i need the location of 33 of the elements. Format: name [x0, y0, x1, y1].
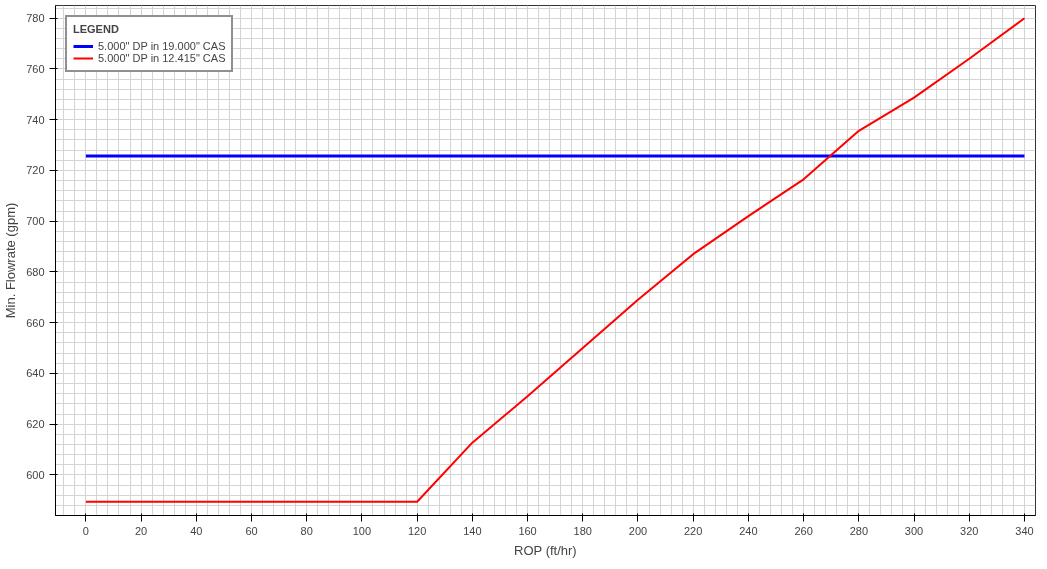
- x-tick-label: 220: [684, 524, 703, 537]
- x-tick-label: 40: [190, 524, 203, 537]
- x-tick-label: 60: [245, 524, 258, 537]
- y-tick-label: 680: [26, 265, 45, 278]
- x-tick-label: 200: [628, 524, 648, 537]
- x-tick-label: 300: [904, 524, 924, 537]
- x-tick-label: 160: [518, 524, 537, 537]
- x-tick-label: 0: [82, 524, 89, 537]
- y-tick-label: 780: [26, 12, 45, 25]
- x-tick-label: 80: [300, 524, 313, 537]
- y-axis-title: Min. Flowrate (gpm): [3, 202, 19, 319]
- legend-title: LEGEND: [73, 23, 120, 35]
- y-tick-label: 640: [26, 367, 45, 380]
- x-tick-label: 240: [739, 524, 758, 537]
- y-tick-label: 620: [26, 418, 45, 431]
- x-tick-label: 320: [960, 524, 979, 537]
- x-tick-label: 100: [352, 524, 372, 537]
- y-tick-label: 600: [26, 468, 45, 481]
- x-tick-label: 280: [849, 524, 869, 537]
- legend-label: 5.000" DP in 12.415" CAS: [98, 52, 226, 64]
- y-tick-label: 660: [26, 316, 45, 329]
- x-tick-label: 120: [407, 524, 427, 537]
- x-tick-label: 260: [794, 524, 813, 537]
- y-tick-label: 720: [26, 164, 45, 177]
- y-tick-label: 740: [26, 113, 45, 126]
- y-tick-label: 700: [26, 215, 45, 228]
- x-tick-label: 340: [1015, 524, 1034, 537]
- x-tick-label: 140: [463, 524, 482, 537]
- legend-label: 5.000" DP in 19.000" CAS: [98, 40, 226, 52]
- x-tick-label: 180: [573, 524, 592, 537]
- y-tick-label: 760: [26, 62, 45, 75]
- x-axis-title: ROP (ft/hr): [514, 542, 577, 558]
- x-tick-label: 20: [134, 524, 148, 537]
